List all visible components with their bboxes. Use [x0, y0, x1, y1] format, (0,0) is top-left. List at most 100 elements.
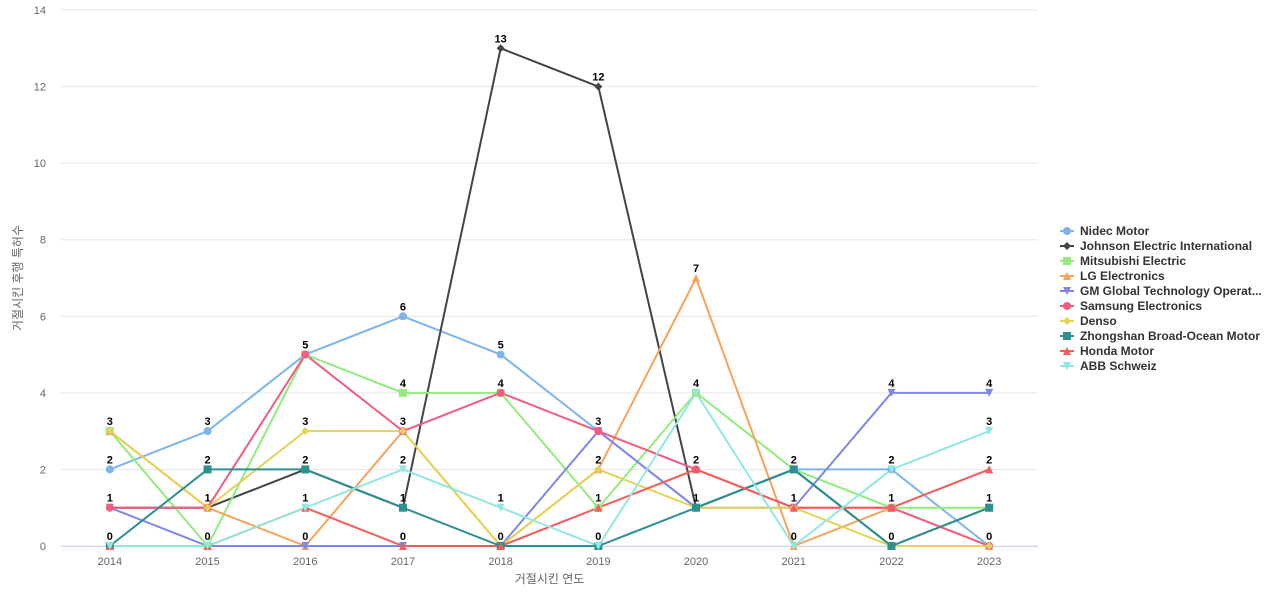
- x-tick-label: 2014: [98, 556, 122, 568]
- data-label: 2: [595, 454, 601, 466]
- series-marker: [105, 503, 114, 512]
- data-label: 0: [595, 531, 601, 543]
- data-label: 1: [400, 493, 406, 505]
- y-tick-label: 4: [40, 388, 46, 400]
- data-label: 1: [791, 493, 797, 505]
- series-marker: [887, 465, 896, 474]
- data-label: 4: [693, 378, 700, 390]
- series-marker: [594, 465, 603, 474]
- legend-marker: [1063, 332, 1071, 340]
- series-marker: [692, 465, 701, 474]
- series-marker: [398, 312, 407, 321]
- legend-label: Honda Motor: [1080, 344, 1154, 358]
- series-marker: [496, 44, 505, 53]
- data-label: 0: [400, 531, 406, 543]
- series-marker: [887, 388, 896, 397]
- legend-marker: [1063, 257, 1071, 265]
- data-label: 5: [302, 340, 308, 352]
- legend-label: ABB Schweiz: [1080, 359, 1157, 373]
- x-axis-title: 거절시킨 연도: [515, 572, 585, 586]
- series-marker: [594, 427, 603, 436]
- series-marker: [301, 542, 310, 550]
- series-marker: [985, 503, 994, 512]
- series-marker: [301, 503, 310, 512]
- series-lines: [108, 47, 991, 547]
- data-label: 0: [791, 531, 797, 543]
- series-marker: [887, 503, 896, 512]
- legend-label: Nidec Motor: [1080, 224, 1150, 238]
- legend-marker: [1063, 287, 1071, 295]
- data-label: 2: [986, 454, 992, 466]
- data-label: 1: [693, 493, 699, 505]
- data-label: 1: [204, 493, 210, 505]
- series-marker: [203, 542, 212, 550]
- legend-label: Johnson Electric International: [1080, 239, 1252, 253]
- y-tick-label: 8: [40, 235, 46, 247]
- data-label: 0: [302, 531, 308, 543]
- x-tick-label: 2022: [879, 556, 903, 568]
- data-label: 1: [888, 493, 894, 505]
- series-marker: [594, 82, 603, 91]
- data-label: 4: [888, 378, 895, 390]
- legend-marker: [1063, 347, 1071, 355]
- y-tick-label: 2: [40, 464, 46, 476]
- series-marker: [789, 503, 798, 512]
- series-marker: [203, 503, 212, 512]
- series-marker: [985, 427, 994, 436]
- data-label: 2: [107, 454, 113, 466]
- legend-marker: [1063, 302, 1071, 310]
- legend-label: Mitsubishi Electric: [1080, 254, 1186, 268]
- series-marker: [985, 542, 994, 550]
- data-label: 1: [302, 493, 308, 505]
- series-marker: [105, 427, 114, 436]
- series-marker: [496, 503, 505, 512]
- series-marker: [398, 427, 407, 436]
- series-marker: [692, 503, 701, 512]
- data-label: 3: [107, 416, 113, 428]
- y-tick-label: 0: [40, 541, 46, 553]
- series-marker: [496, 350, 505, 359]
- data-label: 3: [302, 416, 308, 428]
- legend-label: Zhongshan Broad-Ocean Motor: [1080, 329, 1260, 343]
- legend-label: GM Global Technology Operat...: [1080, 284, 1262, 298]
- legend-label: Denso: [1080, 314, 1117, 328]
- y-tick-label: 14: [34, 5, 46, 17]
- data-label: 1: [986, 493, 992, 505]
- x-tick-label: 2017: [391, 556, 415, 568]
- data-label: 4: [986, 378, 993, 390]
- data-label: 3: [400, 416, 406, 428]
- y-tick-label: 10: [34, 158, 46, 170]
- data-label: 5: [498, 340, 504, 352]
- y-tick-label: 12: [34, 82, 46, 94]
- series-marker: [985, 465, 994, 474]
- data-label: 1: [107, 493, 113, 505]
- data-label: 2: [693, 454, 699, 466]
- series-marker: [105, 465, 114, 474]
- x-tick-label: 2023: [977, 556, 1001, 568]
- series-marker: [301, 427, 310, 436]
- data-label: 1: [595, 493, 601, 505]
- data-label: 2: [204, 454, 210, 466]
- legend-label: Samsung Electronics: [1080, 299, 1202, 313]
- series-line: [108, 391, 991, 547]
- legend-marker: [1063, 242, 1071, 250]
- series-markers: [105, 44, 994, 550]
- x-tick-label: 2018: [488, 556, 512, 568]
- data-label: 13: [495, 33, 507, 45]
- data-label: 2: [400, 454, 406, 466]
- series-marker: [594, 542, 603, 550]
- data-label: 0: [986, 531, 992, 543]
- data-label: 4: [400, 378, 407, 390]
- series-marker: [398, 465, 407, 474]
- data-label: 2: [302, 454, 308, 466]
- data-label: 6: [400, 301, 406, 313]
- x-tick-label: 2020: [684, 556, 708, 568]
- data-label: 0: [888, 531, 894, 543]
- data-label: 1: [498, 493, 504, 505]
- legend-marker: [1063, 362, 1071, 370]
- series-marker: [692, 274, 701, 282]
